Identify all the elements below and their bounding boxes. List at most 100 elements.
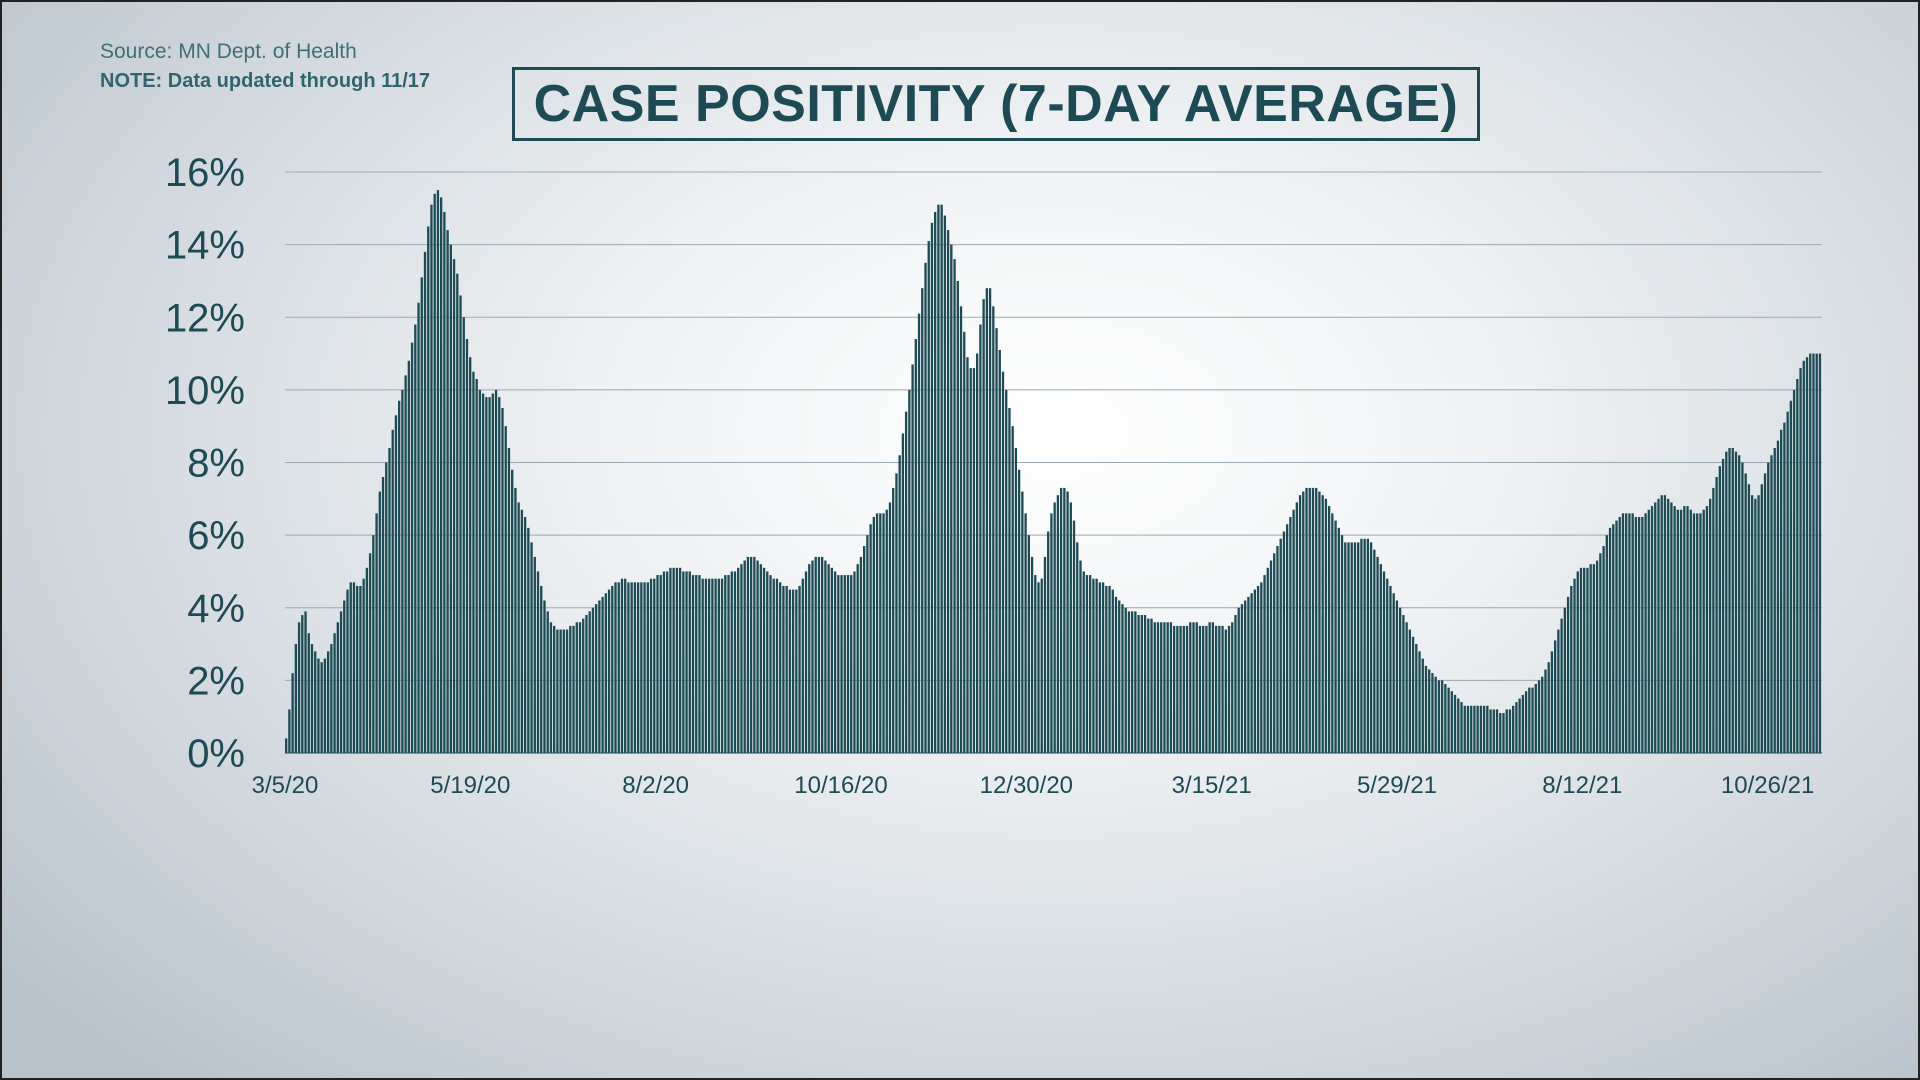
data-bar bbox=[833, 571, 837, 753]
data-bar bbox=[546, 611, 549, 753]
data-bar bbox=[1608, 527, 1612, 753]
data-bar bbox=[1637, 516, 1641, 753]
data-bar bbox=[862, 546, 866, 753]
data-bar bbox=[714, 578, 717, 753]
data-bar bbox=[1014, 447, 1018, 753]
x-axis-labels: 3/5/20 5/19/20 8/2/20 10/16/20 12/30/20 3/15/… bbox=[252, 772, 1815, 799]
data-bar bbox=[1024, 513, 1027, 753]
data-bar bbox=[417, 302, 420, 753]
data-bar bbox=[998, 349, 1001, 753]
data-bar bbox=[898, 455, 901, 753]
data-bar bbox=[1059, 487, 1063, 753]
x-tick-label: 5/29/21 bbox=[1357, 772, 1437, 799]
data-bar bbox=[879, 513, 882, 753]
data-bar bbox=[976, 353, 979, 753]
data-bar bbox=[585, 615, 588, 753]
data-bar bbox=[1353, 542, 1357, 753]
data-bar bbox=[478, 389, 482, 754]
data-bar bbox=[937, 204, 940, 753]
data-bar bbox=[1021, 491, 1024, 753]
data-bar bbox=[385, 462, 388, 753]
data-bar bbox=[888, 502, 892, 753]
data-bar bbox=[1027, 535, 1030, 754]
data-bar bbox=[1292, 509, 1295, 753]
chart-title: CASE POSITIVITY (7-DAY AVERAGE) bbox=[533, 75, 1459, 133]
data-bar bbox=[443, 211, 446, 753]
data-bar bbox=[1408, 629, 1412, 753]
data-bar bbox=[1421, 658, 1424, 753]
data-bar bbox=[1789, 400, 1793, 753]
data-bar bbox=[727, 575, 730, 753]
data-bar bbox=[514, 487, 517, 753]
data-bar bbox=[1056, 495, 1060, 753]
data-bar bbox=[1208, 622, 1211, 753]
data-update-note: NOTE: Data updated through 11/17 bbox=[100, 70, 431, 92]
data-bar bbox=[1047, 531, 1050, 753]
data-bar bbox=[565, 629, 569, 753]
data-bar bbox=[1050, 513, 1053, 753]
data-bar bbox=[1043, 556, 1047, 753]
data-bar bbox=[982, 299, 985, 753]
data-bar bbox=[972, 368, 976, 753]
data-bar bbox=[520, 509, 524, 753]
data-bar bbox=[494, 389, 498, 754]
data-bar bbox=[1453, 694, 1457, 753]
data-bar bbox=[1625, 513, 1628, 753]
data-bar bbox=[1492, 709, 1495, 753]
data-bar bbox=[1160, 622, 1163, 753]
data-bar bbox=[691, 575, 695, 753]
data-bar bbox=[995, 328, 998, 753]
data-bar bbox=[1457, 698, 1460, 753]
data-bar bbox=[1466, 705, 1470, 753]
data-bar bbox=[1786, 411, 1789, 753]
data-bar bbox=[733, 571, 737, 753]
data-bar bbox=[349, 582, 352, 753]
data-bar bbox=[943, 215, 947, 753]
data-bar bbox=[1017, 469, 1021, 753]
data-bar bbox=[1586, 567, 1589, 753]
data-bar bbox=[1440, 680, 1444, 754]
data-bar bbox=[1499, 713, 1502, 753]
data-bar bbox=[1615, 520, 1618, 753]
data-bar bbox=[1192, 622, 1195, 753]
data-bar bbox=[323, 658, 327, 753]
data-bar bbox=[1198, 625, 1202, 753]
data-bar bbox=[1166, 622, 1169, 753]
data-bar bbox=[1621, 513, 1625, 753]
data-bar bbox=[1376, 556, 1379, 753]
data-bar bbox=[1089, 575, 1092, 753]
data-bar bbox=[1108, 585, 1111, 753]
data-bar bbox=[1373, 549, 1376, 753]
data-bar bbox=[1302, 491, 1305, 753]
data-bar bbox=[1011, 426, 1014, 753]
data-bar bbox=[1331, 513, 1334, 753]
data-bar bbox=[1560, 618, 1563, 753]
data-bar bbox=[927, 240, 930, 754]
data-bar bbox=[946, 230, 950, 754]
data-bar bbox=[901, 433, 905, 753]
data-bar bbox=[1486, 705, 1489, 753]
data-bar bbox=[850, 575, 853, 753]
data-bar bbox=[830, 567, 834, 753]
data-bar bbox=[875, 513, 879, 753]
data-bar bbox=[333, 633, 336, 753]
data-bar bbox=[511, 469, 514, 753]
data-bar bbox=[769, 575, 772, 753]
data-bar bbox=[1227, 625, 1231, 753]
data-bar bbox=[1676, 509, 1680, 753]
data-bar bbox=[1131, 611, 1134, 753]
data-bar bbox=[782, 585, 785, 753]
data-bar bbox=[1534, 684, 1537, 753]
data-bar bbox=[317, 658, 320, 753]
data-bar bbox=[1298, 495, 1302, 753]
data-bar bbox=[704, 578, 708, 753]
data-bar bbox=[672, 567, 675, 753]
data-bar bbox=[1189, 622, 1192, 753]
data-bar bbox=[1344, 542, 1347, 753]
data-bar bbox=[498, 397, 501, 753]
data-bar bbox=[1389, 585, 1392, 753]
data-bar bbox=[1537, 680, 1541, 754]
data-bar bbox=[1741, 462, 1744, 753]
data-bar bbox=[846, 575, 850, 753]
